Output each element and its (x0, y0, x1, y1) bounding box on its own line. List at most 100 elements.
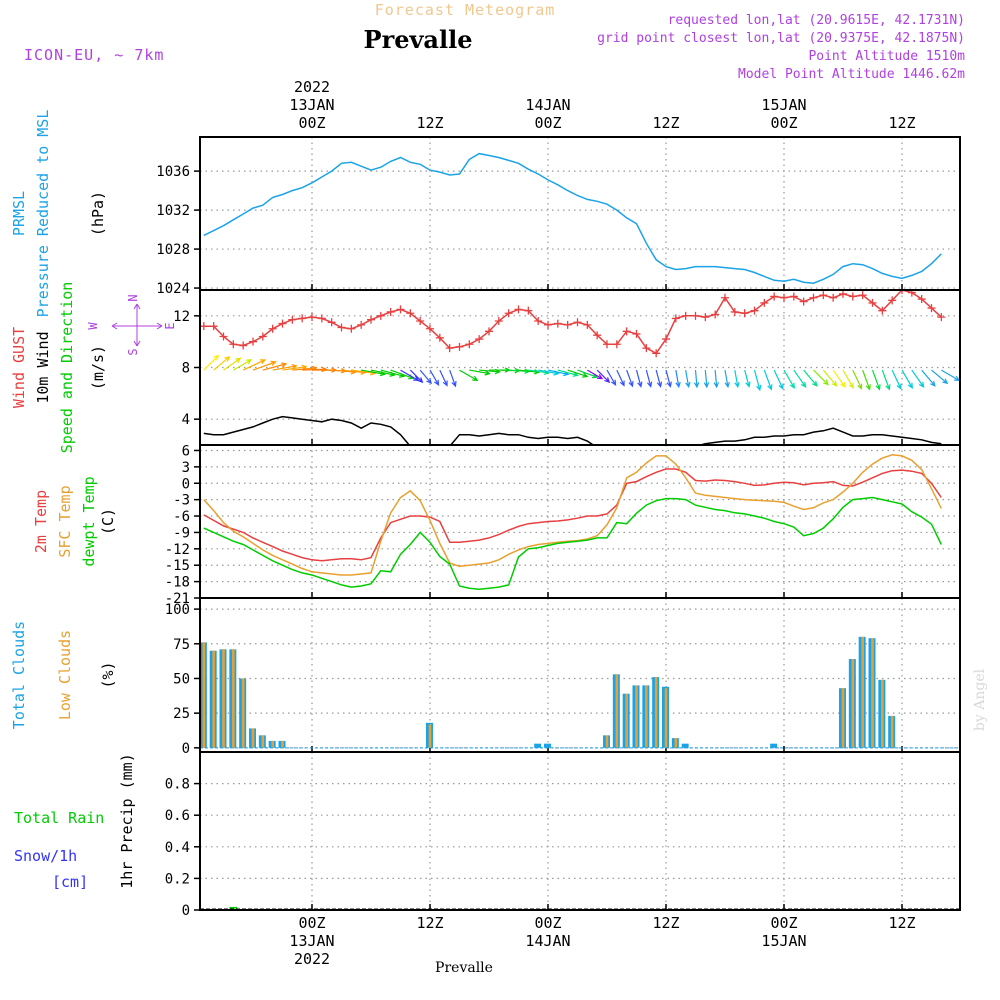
gust-marker (671, 314, 680, 323)
wind-arrow (921, 369, 936, 387)
wind-arrow (242, 359, 267, 371)
gust-marker (475, 335, 484, 344)
gust-marker (209, 322, 218, 331)
gust-marker (770, 292, 779, 301)
y-tick-label: 12 (173, 309, 190, 325)
gust-marker (357, 320, 366, 329)
model-label: ICON-EU, ~ 7km (24, 46, 164, 64)
panel-label: Pressure Reduced to MSL (34, 110, 52, 318)
gust-marker (799, 297, 808, 306)
top-tick-label: 12Z (888, 114, 915, 132)
gust-marker (740, 309, 749, 318)
top-tick-label: 2022 (294, 78, 330, 96)
series-line-2m-temp (203, 468, 942, 562)
y-tick-label: 3 (182, 460, 190, 476)
wind-arrow (763, 369, 773, 391)
y-tick-label: -18 (165, 575, 190, 591)
bottom-tick-label: 12Z (888, 914, 915, 932)
y-tick-label: 1032 (156, 203, 190, 219)
gust-marker (544, 320, 552, 329)
y-tick-label: 1028 (156, 242, 190, 258)
gust-marker (907, 290, 916, 297)
low-cloud-bar (654, 677, 658, 748)
panel-label: Snow/1h (14, 847, 77, 865)
watermark: by Angel (972, 668, 988, 731)
low-cloud-bar (281, 740, 284, 748)
wind-arrow (252, 360, 277, 371)
panel-frame (199, 136, 961, 291)
wind-arrow (223, 357, 242, 371)
low-cloud-bar (271, 740, 274, 748)
panel-frame (199, 751, 961, 911)
bottom-tick-label: 00Z (534, 914, 561, 932)
wind-arrow (773, 369, 784, 390)
y-tick-label: 100 (165, 602, 190, 618)
low-cloud-bar (605, 735, 609, 748)
bottom-tick-label: 15JAN (761, 932, 806, 950)
wind-arrow (842, 369, 854, 390)
top-tick-label: 14JAN (525, 96, 570, 114)
gust-marker (435, 333, 444, 342)
gust-marker (878, 306, 887, 315)
gust-marker (239, 341, 248, 350)
wind-arrow (871, 369, 881, 391)
footer-location: Prevalle (435, 960, 493, 976)
y-tick-label: 1024 (156, 281, 190, 297)
wind-arrow (596, 369, 611, 384)
gust-marker (229, 340, 238, 349)
y-tick-label: 50 (173, 671, 190, 687)
requested-coords: requested lon,lat (20.9615E, 42.1731N) (668, 13, 965, 28)
gust-marker (809, 293, 818, 302)
wind-arrow (203, 354, 220, 371)
panel-label: Low Clouds (56, 630, 74, 720)
wind-arrow (675, 369, 681, 389)
wind-arrow (852, 369, 863, 390)
wind-arrow (272, 363, 298, 371)
panel-precip-marks (200, 906, 960, 910)
top-title: Forecast Meteogram (375, 1, 556, 19)
low-cloud-bar (615, 674, 619, 748)
panel-label: Speed and Direction (58, 282, 76, 454)
low-cloud-bar (202, 642, 206, 748)
top-tick-label: 13JAN (289, 96, 334, 114)
gust-marker (701, 313, 710, 322)
y-tick-label: 1036 (156, 164, 190, 180)
wind-arrow (635, 369, 643, 388)
panel-temperature-marks (203, 454, 942, 591)
wind-arrow (713, 370, 719, 389)
gust-marker (524, 306, 533, 315)
panel-wind: 4 8 12 Wind GUST 10m Wind Speed and Direction… (10, 282, 961, 454)
gust-marker (200, 322, 208, 331)
compass-legend: W E N S (86, 294, 177, 355)
panel-label: Total Clouds (10, 621, 28, 729)
wind-arrow (941, 369, 960, 382)
gust-marker (426, 324, 434, 333)
wind-arrow (233, 359, 253, 371)
gust-marker (485, 327, 493, 336)
series-line-dewpt-temp (203, 496, 942, 591)
low-cloud-bar (881, 679, 884, 748)
wind-arrow (881, 369, 891, 391)
wind-arrow (891, 369, 902, 390)
wind-arrow (557, 369, 579, 377)
unit-label: (m/s) (89, 345, 107, 390)
y-tick-label: -15 (165, 558, 190, 574)
gust-marker (858, 291, 867, 300)
wind-arrow (262, 362, 288, 371)
wind-arrow (724, 369, 730, 389)
gust-marker (455, 342, 464, 351)
gust-marker (848, 292, 857, 301)
gust-marker (563, 320, 572, 329)
gust-marker (249, 337, 257, 346)
gust-marker (622, 327, 631, 336)
y-tick-label: 0 (182, 903, 190, 919)
wind-arrow (626, 369, 634, 388)
y-tick-label: 0.8 (165, 777, 190, 793)
wind-arrow (832, 369, 846, 389)
y-tick-label: 0.4 (165, 840, 190, 856)
bottom-tick-label: 12Z (652, 914, 679, 932)
gust-marker (327, 318, 336, 327)
y-tick-label: -6 (173, 509, 190, 525)
